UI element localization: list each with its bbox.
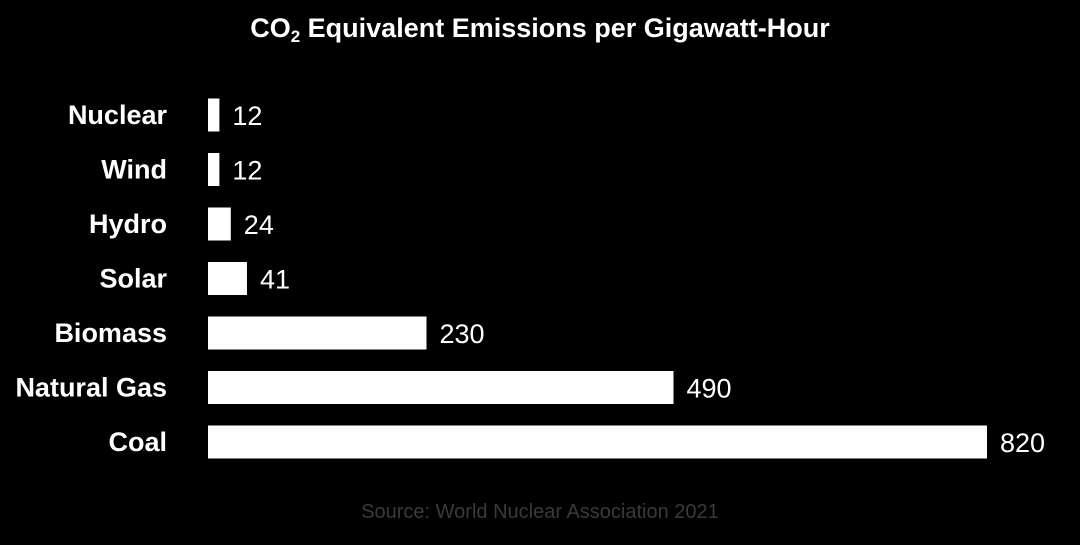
category-label-nuclear: Nuclear (68, 100, 168, 130)
bar-biomass (208, 316, 427, 350)
value-label-hydro: 24 (244, 210, 274, 240)
bar-wind (208, 153, 220, 186)
source-note: Source: World Nuclear Association 2021 (361, 501, 719, 523)
category-label-coal: Coal (108, 427, 167, 457)
category-label-natural-gas: Natural Gas (15, 373, 167, 403)
bar-coal (208, 425, 987, 459)
category-label-solar: Solar (99, 264, 167, 294)
bar-natural-gas (208, 371, 674, 404)
category-label-wind: Wind (101, 155, 167, 185)
value-label-wind: 12 (232, 156, 262, 186)
value-label-biomass: 230 (440, 319, 485, 349)
bar-hydro (208, 207, 231, 241)
value-label-natural-gas: 490 (687, 374, 732, 404)
value-label-coal: 820 (1000, 428, 1045, 458)
chart-title-rest: Equivalent Emissions per Gigawatt-Hour (300, 13, 830, 43)
bar-nuclear (208, 98, 220, 132)
chart-title-subscript: 2 (290, 27, 301, 46)
bar-solar (208, 262, 247, 295)
chart-title-main: CO (250, 13, 291, 43)
value-label-solar: 41 (260, 265, 290, 295)
chart-title: CO2 Equivalent Emissions per Gigawatt-Ho… (0, 10, 1080, 46)
category-label-hydro: Hydro (89, 209, 167, 239)
category-label-biomass: Biomass (54, 318, 167, 348)
value-label-nuclear: 12 (232, 101, 262, 131)
